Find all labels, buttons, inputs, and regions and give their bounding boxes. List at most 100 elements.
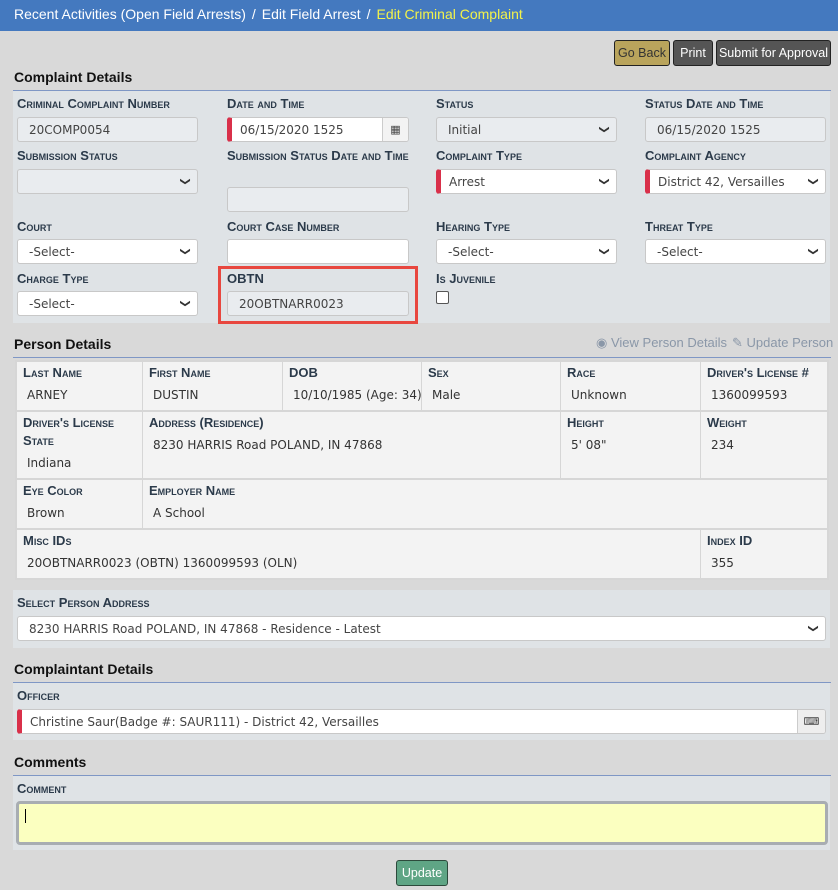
text-cursor	[25, 808, 26, 823]
label: Last Name	[23, 365, 82, 380]
keyboard-icon[interactable]: ⌨	[797, 710, 825, 733]
person-address-select[interactable]: 8230 HARRIS Road POLAND, IN 47868 - Resi…	[17, 616, 826, 641]
label: Date and Time	[227, 96, 305, 111]
complaint-agency-select[interactable]: District 42, Versailles ❯	[645, 169, 826, 194]
chevron-down-icon: ❯	[179, 299, 191, 308]
value: 355	[711, 556, 734, 570]
value: 8230 HARRIS Road POLAND, IN 47868	[153, 438, 383, 452]
divider	[13, 90, 831, 91]
value: ARNEY	[27, 388, 68, 402]
value: Brown	[27, 506, 65, 520]
status-select[interactable]: Initial ❯	[436, 117, 617, 142]
go-back-button[interactable]: Go Back	[614, 40, 670, 66]
hearing-type-select[interactable]: -Select- ❯	[436, 239, 617, 264]
value: DUSTIN	[153, 388, 199, 402]
hearing-type-value: -Select-	[448, 244, 494, 259]
chevron-down-icon: ❯	[598, 177, 610, 186]
label: Address (Residence)	[149, 415, 264, 430]
update-person-label: Update Person	[746, 335, 834, 350]
court-select[interactable]: -Select- ❯	[17, 239, 198, 264]
chevron-down-icon: ❯	[807, 247, 819, 256]
divider	[13, 682, 831, 683]
value: 10/10/1985 (Age: 34)	[293, 388, 422, 402]
threat-type-value: -Select-	[657, 244, 703, 259]
cell-employer: Employer Name A School	[143, 480, 827, 528]
value: Male	[432, 388, 461, 402]
label: Misc IDs	[23, 533, 72, 548]
divider	[13, 775, 831, 776]
court-value: -Select-	[29, 244, 75, 259]
value: A School	[153, 506, 205, 520]
complaint-number-field[interactable]: 20COMP0054	[17, 117, 198, 142]
label: Index ID	[707, 533, 753, 548]
date-time-field[interactable]: 06/15/2020 1525 ▦	[227, 117, 409, 142]
threat-type-select[interactable]: -Select- ❯	[645, 239, 826, 264]
breadcrumb-current: Edit Criminal Complaint	[376, 6, 523, 22]
breadcrumb-edit-field-arrest[interactable]: Edit Field Arrest	[261, 6, 361, 22]
label: Court Case Number	[227, 219, 340, 234]
is-juvenile-checkbox[interactable]	[436, 291, 449, 304]
complainant-details-heading: Complaintant Details	[14, 661, 154, 677]
complaint-agency-value: District 42, Versailles	[658, 174, 785, 189]
label: Charge Type	[17, 271, 89, 286]
calendar-icon[interactable]: ▦	[382, 118, 408, 141]
complaint-type-select[interactable]: Arrest ❯	[436, 169, 617, 194]
submit-for-approval-button[interactable]: Submit for Approval	[716, 40, 831, 66]
breadcrumb: Recent Activities (Open Field Arrests) / E…	[0, 0, 838, 31]
cell-weight: Weight 234	[701, 412, 827, 478]
value: Indiana	[27, 456, 72, 470]
label: Officer	[17, 688, 60, 703]
chevron-down-icon: ❯	[807, 177, 819, 186]
chevron-down-icon: ❯	[807, 624, 819, 633]
print-button[interactable]: Print	[673, 40, 713, 66]
label: Criminal Complaint Number	[17, 96, 170, 111]
label: Court	[17, 219, 52, 234]
chevron-down-icon: ❯	[179, 177, 191, 186]
label: Submission Status	[17, 148, 118, 163]
submission-status-date-field[interactable]	[227, 187, 409, 212]
cell-first-name: First Name DUSTIN	[143, 362, 282, 410]
date-time-value: 06/15/2020 1525	[240, 122, 344, 137]
court-case-number-input[interactable]	[227, 239, 409, 264]
person-address-value: 8230 HARRIS Road POLAND, IN 47868 - Resi…	[29, 621, 381, 636]
chevron-down-icon: ❯	[179, 247, 191, 256]
value: 20OBTNARR0023 (OBTN) 1360099593 (OLN)	[27, 556, 298, 570]
label: Is Juvenile	[436, 271, 496, 286]
update-button[interactable]: Update	[396, 860, 448, 886]
label: Height	[567, 415, 604, 430]
status-value: Initial	[448, 122, 482, 137]
value: Unknown	[571, 388, 627, 402]
value: 5' 08"	[571, 438, 607, 452]
cell-address: Address (Residence) 8230 HARRIS Road POLA…	[143, 412, 560, 478]
complaint-type-value: Arrest	[449, 174, 485, 189]
edit-icon: ✎	[732, 335, 743, 350]
cell-drivers-license: Driver's License # 1360099593	[701, 362, 827, 410]
view-person-details-link[interactable]: ◉ View Person Details	[596, 335, 727, 351]
label: Weight	[707, 415, 747, 430]
submission-status-select[interactable]: ❯	[17, 169, 198, 194]
comments-heading: Comments	[14, 754, 87, 770]
label: Comment	[17, 781, 67, 796]
label: Sex	[428, 365, 449, 380]
eye-icon: ◉	[596, 335, 608, 350]
label: Submission Status Date and Time	[227, 148, 409, 163]
breadcrumb-separator: /	[251, 6, 256, 22]
label: Race	[567, 365, 596, 380]
charge-type-select[interactable]: -Select- ❯	[17, 291, 198, 316]
update-person-link[interactable]: ✎ Update Person	[732, 335, 833, 351]
value: 234	[711, 438, 734, 452]
label: Status Date and Time	[645, 96, 764, 111]
label: First Name	[149, 365, 211, 380]
label: Employer Name	[149, 483, 236, 498]
officer-field[interactable]: Christine Saur(Badge #: SAUR111) - Distr…	[17, 709, 826, 734]
cell-index-id: Index ID 355	[701, 530, 827, 578]
status-date-time-field[interactable]: 06/15/2020 1525	[645, 117, 826, 142]
complaint-details-heading: Complaint Details	[14, 69, 133, 85]
comment-textarea[interactable]	[16, 801, 828, 845]
view-person-details-label: View Person Details	[610, 335, 728, 350]
obtn-field[interactable]: 20OBTNARR0023	[227, 291, 409, 316]
chevron-down-icon: ❯	[598, 125, 610, 134]
breadcrumb-recent-activities[interactable]: Recent Activities (Open Field Arrests)	[14, 6, 246, 22]
cell-height: Height 5' 08"	[561, 412, 700, 478]
label: Driver's License #	[707, 365, 809, 380]
